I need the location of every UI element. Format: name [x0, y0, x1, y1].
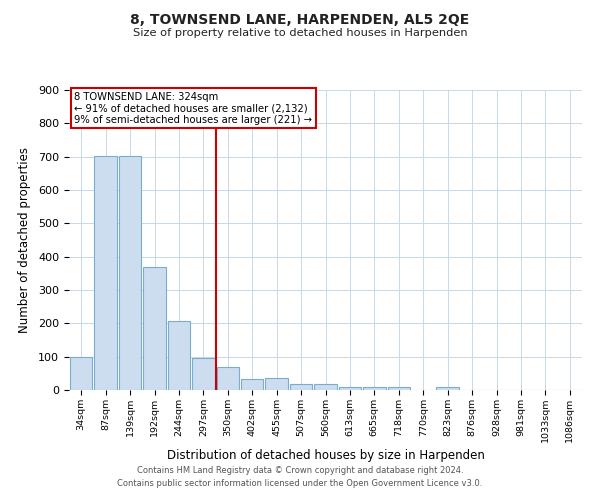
Text: 8, TOWNSEND LANE, HARPENDEN, AL5 2QE: 8, TOWNSEND LANE, HARPENDEN, AL5 2QE	[130, 12, 470, 26]
Bar	[217, 366, 239, 390]
Bar	[143, 266, 166, 390]
Bar	[363, 386, 386, 390]
Bar	[314, 384, 337, 390]
Bar	[338, 386, 361, 390]
Y-axis label: Number of detached properties: Number of detached properties	[18, 147, 31, 333]
Bar	[167, 322, 190, 390]
Text: Size of property relative to detached houses in Harpenden: Size of property relative to detached ho…	[133, 28, 467, 38]
Bar	[94, 156, 117, 390]
Bar	[70, 356, 92, 390]
Text: 8 TOWNSEND LANE: 324sqm
← 91% of detached houses are smaller (2,132)
9% of semi-: 8 TOWNSEND LANE: 324sqm ← 91% of detache…	[74, 92, 312, 124]
Bar	[388, 386, 410, 390]
Bar	[241, 380, 263, 390]
Bar	[119, 156, 142, 390]
Bar	[290, 384, 313, 390]
Text: Contains HM Land Registry data © Crown copyright and database right 2024.
Contai: Contains HM Land Registry data © Crown c…	[118, 466, 482, 487]
X-axis label: Distribution of detached houses by size in Harpenden: Distribution of detached houses by size …	[167, 449, 484, 462]
Bar	[436, 386, 459, 390]
Bar	[265, 378, 288, 390]
Bar	[192, 358, 215, 390]
